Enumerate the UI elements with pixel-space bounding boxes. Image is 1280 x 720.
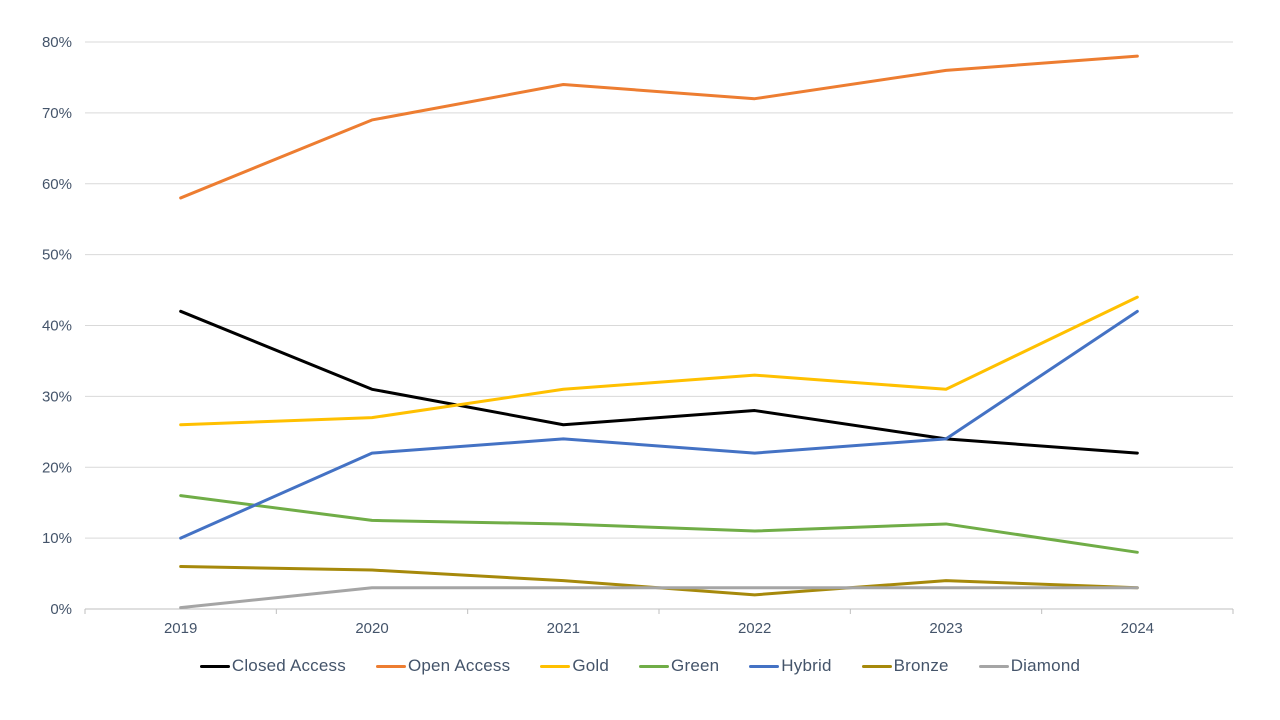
series-line-hybrid [179,309,1139,540]
series-line-open-access [179,54,1139,200]
y-axis-tick-label: 0% [50,601,72,618]
y-axis-tick-label: 30% [42,388,72,405]
series-line-diamond [179,586,1139,610]
y-axis-tick-label: 50% [42,247,72,264]
series-line-bronze [179,564,1139,597]
chart-legend: Closed Access Open Access Gold Green Hybrid B… [0,648,1280,684]
x-axis-tick-label: 2019 [164,620,197,637]
legend-label: Diamond [1010,656,1081,675]
y-axis-tick-label: 40% [42,318,72,335]
x-axis-tick-label: 2021 [547,620,580,637]
legend-item-closed-access: Closed Access [199,656,346,676]
y-axis-tick-label: 10% [42,530,72,547]
legend-swatch-icon [199,664,230,668]
legend-swatch-icon [749,664,780,668]
legend-item-gold: Gold [540,656,609,676]
legend-label: Gold [572,656,610,675]
legend-swatch-icon [540,664,571,668]
legend-label: Bronze [893,656,949,675]
legend-item-diamond: Diamond [978,656,1081,676]
y-axis-tick-label: 20% [42,459,72,476]
legend-item-hybrid: Hybrid [749,656,831,676]
legend-swatch-icon [978,664,1009,668]
legend-swatch-icon [861,664,892,668]
legend-item-bronze: Bronze [861,656,949,676]
y-axis-tick-label: 80% [42,34,72,51]
legend-label: Green [671,656,720,675]
x-axis-tick-label: 2023 [929,620,962,637]
series-line-gold [179,295,1139,427]
series-line-green [179,494,1139,554]
legend-label: Open Access [407,656,511,675]
y-axis-tick-label: 60% [42,176,72,193]
x-axis-tick-label: 2022 [738,620,771,637]
plot-area: 0% 10% 20% 30% 40% 50% 60% 70% 80% 2019 2020 2021 20… [42,34,1234,637]
legend-label: Closed Access [231,656,346,675]
legend-label: Hybrid [781,656,832,675]
legend-swatch-icon [639,664,670,668]
series-line-closed-access [179,309,1139,455]
x-axis-tick-label: 2020 [355,620,388,637]
legend-swatch-icon [375,664,406,668]
legend-item-open-access: Open Access [375,656,511,676]
legend-item-green: Green [639,656,719,676]
x-axis-tick-label: 2024 [1121,620,1154,637]
y-axis-tick-label: 70% [42,105,72,122]
